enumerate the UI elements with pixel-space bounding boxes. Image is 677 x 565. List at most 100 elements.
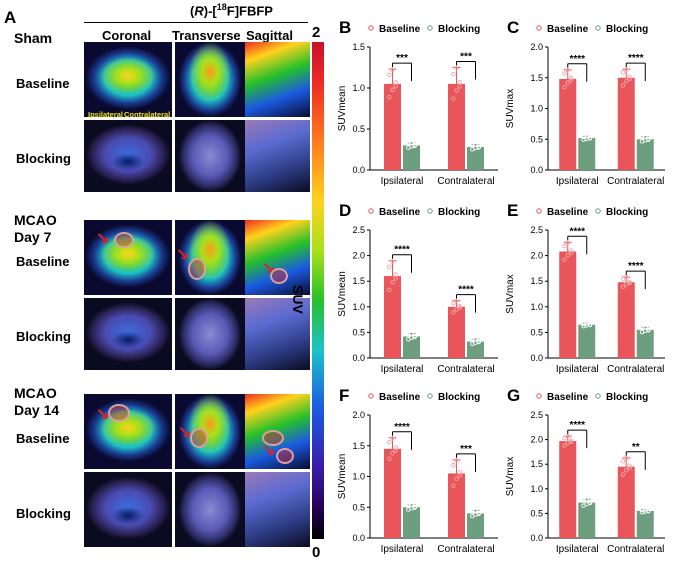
- data-point: [627, 74, 632, 80]
- legend-baseline-marker: [368, 25, 374, 31]
- panel-letter: C: [507, 18, 519, 37]
- data-point: [643, 134, 648, 140]
- data-point: [624, 467, 629, 473]
- baseline-bar: [559, 78, 577, 170]
- y-tick-label: 0.5: [352, 124, 365, 134]
- data-point: [393, 276, 398, 281]
- pet-image-cell: [175, 298, 245, 370]
- baseline-bar: [617, 282, 635, 358]
- data-point: [457, 80, 462, 85]
- data-point: [409, 502, 414, 508]
- data-point: [451, 96, 456, 101]
- legend-baseline-label: Baseline: [547, 24, 589, 35]
- panel-letter: G: [507, 386, 520, 405]
- data-point: [620, 459, 626, 464]
- y-tick-label: 1.5: [530, 276, 543, 286]
- legend-blocking-marker: [427, 393, 433, 399]
- blocking-bar: [636, 139, 654, 170]
- category-label: Contralateral: [607, 364, 664, 375]
- y-tick-label: 0.5: [352, 327, 365, 337]
- group-title-day7-line1: MCAO: [14, 212, 57, 228]
- blocking-bar: [403, 145, 420, 170]
- data-point: [627, 76, 632, 82]
- y-tick-label: 0.0: [530, 533, 543, 543]
- data-point: [451, 300, 456, 306]
- data-point: [457, 303, 462, 309]
- data-point: [387, 264, 392, 270]
- blocking-bar: [578, 502, 596, 538]
- data-point: [584, 134, 590, 139]
- lesion-ring: [262, 430, 284, 446]
- data-point: [454, 476, 459, 482]
- suv-colorbar: [312, 42, 324, 539]
- colorbar-max-label: 2: [312, 24, 321, 41]
- significance-label: **: [632, 442, 640, 453]
- y-tick-label: 1.5: [530, 73, 543, 83]
- pet-image-cell: [84, 42, 172, 117]
- data-point: [454, 66, 459, 71]
- y-tick-label: 2.5: [530, 410, 543, 420]
- data-point: [412, 334, 417, 340]
- data-point: [562, 257, 567, 263]
- legend-baseline-label: Baseline: [379, 207, 421, 218]
- category-label: Ipsilateral: [556, 176, 599, 187]
- data-point: [565, 240, 571, 245]
- baseline-bar: [448, 306, 465, 358]
- lesion-ring: [188, 258, 206, 280]
- legend-blocking-marker: [427, 25, 433, 31]
- category-label: Ipsilateral: [381, 364, 424, 375]
- significance-label: ****: [394, 245, 410, 256]
- data-point: [390, 67, 395, 73]
- data-point: [457, 84, 462, 89]
- row-label-sham-baseline: Baseline: [16, 76, 70, 91]
- legend-baseline-marker: [368, 208, 374, 214]
- data-point: [476, 511, 481, 517]
- category-label: Contralateral: [437, 544, 494, 555]
- data-point: [393, 80, 398, 85]
- data-point: [627, 465, 632, 471]
- blocking-bar: [636, 329, 654, 358]
- y-tick-label: 1.5: [530, 459, 543, 469]
- y-tick-label: 1.5: [352, 441, 365, 451]
- data-point: [562, 71, 567, 76]
- data-point: [646, 508, 651, 514]
- y-axis-label: SUVmax: [505, 457, 516, 496]
- blocking-bar: [578, 324, 596, 358]
- legend-blocking-label: Blocking: [606, 24, 648, 35]
- row-label-day7-baseline: Baseline: [16, 254, 70, 269]
- data-point: [451, 483, 456, 488]
- data-point: [568, 75, 574, 81]
- data-point: [454, 88, 459, 93]
- y-tick-label: 2.5: [352, 225, 365, 235]
- data-point: [387, 439, 392, 445]
- data-point: [620, 284, 626, 290]
- significance-label: ****: [628, 53, 644, 64]
- legend-blocking-marker: [595, 25, 601, 31]
- y-axis-label: SUVmean: [337, 86, 348, 132]
- data-point: [412, 505, 417, 510]
- baseline-bar: [384, 83, 401, 170]
- legend-blocking-label: Blocking: [438, 392, 480, 403]
- legend-blocking-label: Blocking: [606, 207, 648, 218]
- region-label-ipsilateral: Ipsilateral: [88, 110, 124, 119]
- tracer-title: (R)-[18F]FBFP: [190, 2, 273, 19]
- view-label-transverse: Transverse: [172, 28, 241, 43]
- colorbar-min-label: 0: [312, 544, 321, 561]
- baseline-bar: [559, 441, 577, 538]
- y-tick-label: 0.5: [530, 327, 543, 337]
- category-label: Ipsilateral: [381, 176, 424, 187]
- view-label-coronal: Coronal: [102, 28, 152, 43]
- data-point: [476, 145, 481, 150]
- group-title-day14-line2: Day 14: [14, 402, 60, 418]
- y-tick-label: 0.0: [352, 533, 365, 543]
- y-tick-label: 2.0: [530, 42, 543, 52]
- legend-baseline-label: Baseline: [379, 24, 421, 35]
- data-point: [387, 72, 392, 78]
- title-underline: [84, 22, 308, 23]
- data-point: [624, 455, 629, 461]
- y-axis-label: SUVmean: [337, 271, 348, 317]
- data-point: [565, 252, 571, 258]
- legend-blocking-label: Blocking: [438, 24, 480, 35]
- legend-baseline-label: Baseline: [547, 207, 589, 218]
